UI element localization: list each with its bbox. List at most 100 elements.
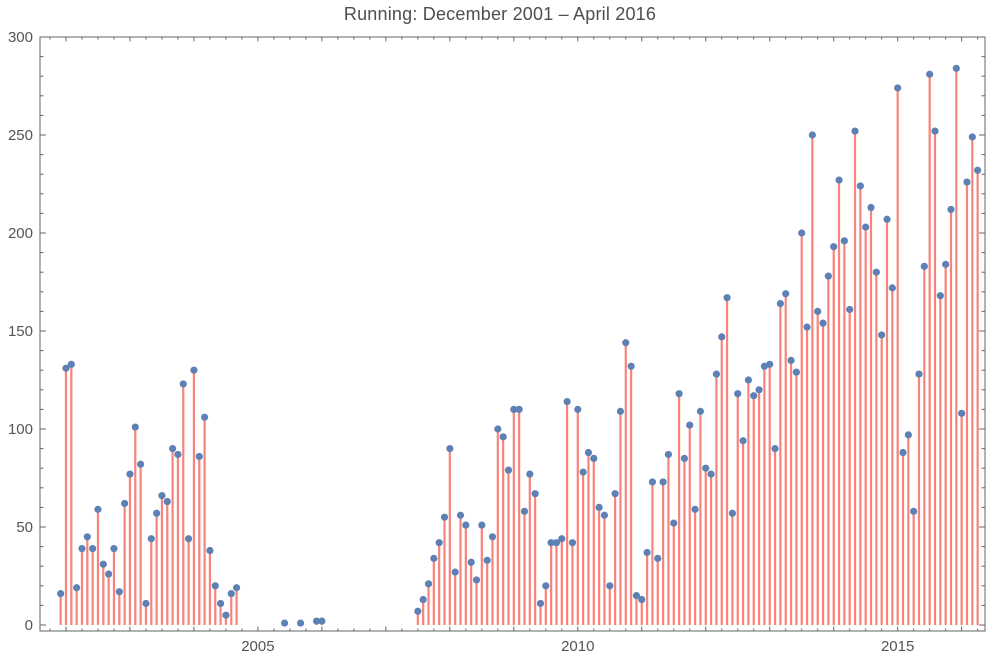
data-point: [488, 533, 497, 541]
data-point: [184, 535, 193, 543]
data-point: [734, 390, 742, 398]
data-point: [771, 445, 779, 453]
data-point: [680, 454, 689, 462]
data-point: [414, 607, 422, 615]
data-point: [808, 131, 816, 139]
data-point: [568, 539, 577, 547]
data-point: [195, 452, 203, 461]
data-point: [531, 490, 539, 498]
data-point: [504, 466, 513, 474]
data-point: [94, 505, 102, 513]
data-point: [958, 409, 966, 417]
data-point: [142, 599, 150, 608]
data-point: [232, 584, 241, 592]
data-point: [83, 533, 91, 541]
data-point: [456, 511, 465, 519]
data-point: [526, 470, 534, 478]
data-point: [856, 182, 864, 190]
data-point: [835, 176, 843, 184]
data-point: [632, 592, 641, 600]
data-point: [627, 362, 635, 370]
data-point: [648, 478, 657, 486]
data-point: [57, 590, 65, 598]
data-point: [206, 546, 214, 555]
data-point: [430, 554, 438, 562]
data-point: [115, 588, 123, 596]
data-point: [600, 511, 609, 519]
data-point: [280, 619, 289, 627]
data-point: [920, 262, 928, 270]
y-tick-label: 50: [16, 519, 33, 536]
data-point: [158, 492, 166, 500]
data-point: [926, 70, 934, 78]
y-tick-label: 100: [8, 421, 33, 438]
data-point: [190, 366, 198, 374]
data-point: [169, 445, 177, 453]
data-point: [792, 368, 800, 376]
data-point: [691, 505, 699, 513]
data-point: [211, 582, 219, 590]
data-point: [424, 580, 433, 588]
data-point: [952, 64, 960, 72]
data-point: [499, 433, 507, 441]
data-point: [590, 454, 598, 462]
data-point: [419, 595, 427, 604]
data-point: [179, 380, 187, 388]
data-point: [670, 519, 678, 527]
y-tick-label: 0: [25, 617, 33, 634]
data-point: [718, 333, 726, 341]
data-point: [787, 356, 795, 364]
data-point: [728, 509, 736, 517]
data-point: [110, 544, 118, 553]
data-point: [99, 560, 107, 568]
data-point: [574, 405, 582, 413]
data-point: [643, 548, 651, 557]
data-point: [947, 205, 955, 214]
data-point: [824, 272, 832, 280]
data-point: [712, 370, 721, 378]
data-point: [584, 448, 593, 457]
data-point: [840, 237, 848, 245]
data-point: [611, 490, 619, 498]
data-point: [606, 582, 614, 590]
data-point: [446, 445, 454, 453]
data-point: [931, 127, 939, 135]
data-point: [696, 407, 705, 415]
data-point: [200, 413, 209, 421]
data-point: [894, 84, 902, 92]
data-point: [846, 305, 854, 314]
data-point: [131, 423, 139, 431]
data-point: [622, 339, 630, 347]
data-point: [552, 539, 561, 547]
data-point: [153, 509, 161, 517]
data-point: [536, 599, 545, 608]
data-point: [910, 507, 918, 515]
data-point: [89, 544, 97, 553]
data-point: [755, 386, 763, 394]
data-point: [899, 448, 907, 457]
data-point: [67, 360, 75, 368]
data-point: [707, 470, 715, 478]
data-point: [579, 468, 587, 476]
data-point: [563, 397, 571, 406]
data-point: [739, 437, 747, 445]
data-point: [968, 133, 976, 141]
plot-frame: [39, 36, 986, 632]
data-point: [126, 470, 134, 478]
chart-title: Running: December 2001 – April 2016: [343, 4, 657, 24]
x-tick-label: 2010: [561, 638, 594, 655]
data-point: [105, 570, 113, 578]
data-point: [558, 535, 566, 543]
y-tick-label: 200: [8, 225, 33, 242]
data-point: [547, 539, 555, 547]
data-point: [904, 431, 912, 439]
data-point: [451, 568, 459, 576]
data-point: [472, 576, 481, 584]
x-tick-label: 2015: [881, 638, 914, 655]
data-point: [702, 464, 710, 472]
data-point: [595, 503, 603, 511]
data-point: [814, 307, 822, 315]
data-point: [467, 558, 475, 566]
data-point: [478, 521, 486, 529]
